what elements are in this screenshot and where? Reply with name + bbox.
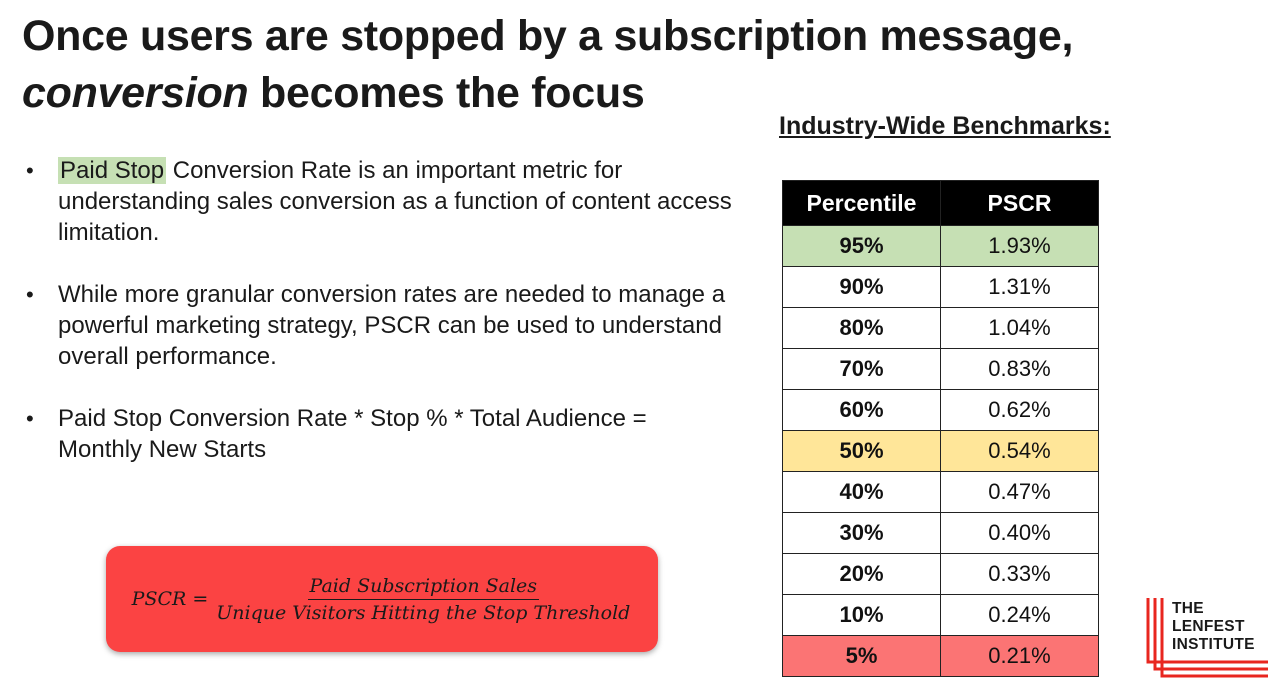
- pscr-cell: 0.62%: [940, 389, 1099, 431]
- logo-line-2: LENFEST: [1172, 618, 1245, 635]
- bullet-text: While more granular conversion rates are…: [58, 281, 726, 370]
- logo-line-1: THE: [1172, 600, 1204, 617]
- pscr-formula-box: PSCR = Paid Subscription Sales Unique Vi…: [106, 546, 658, 652]
- title-emphasis: conversion: [22, 69, 249, 117]
- bullet-item: Paid Stop Conversion Rate * Stop % * Tot…: [26, 403, 736, 465]
- percentile-cell: 60%: [782, 389, 941, 431]
- title-line-1: Once users are stopped by a subscription…: [22, 12, 1074, 60]
- header-pscr: PSCR: [940, 180, 1099, 226]
- pscr-cell: 1.31%: [940, 266, 1099, 308]
- percentile-cell: 80%: [782, 307, 941, 349]
- header-percentile: Percentile: [782, 180, 941, 226]
- table-row: 70% 0.83%: [782, 348, 1099, 390]
- bullet-item: While more granular conversion rates are…: [26, 279, 736, 372]
- bullet-item: Paid Stop Conversion Rate is an importan…: [26, 155, 736, 248]
- pscr-cell: 0.33%: [940, 553, 1099, 595]
- formula-denominator: Unique Visitors Hitting the Stop Thresho…: [216, 601, 631, 624]
- percentile-cell: 20%: [782, 553, 941, 595]
- table-header-row: Percentile PSCR: [782, 180, 1099, 226]
- table-row: 40% 0.47%: [782, 471, 1099, 513]
- title-line-2: conversion becomes the focus: [22, 65, 1262, 122]
- percentile-cell: 90%: [782, 266, 941, 308]
- bullet-text: Conversion Rate is an important metric f…: [58, 157, 732, 246]
- logo-stripes-icon: [1146, 598, 1268, 678]
- table-row: 10% 0.24%: [782, 594, 1099, 636]
- pscr-cell: 0.83%: [940, 348, 1099, 390]
- formula-lhs: PSCR =: [131, 588, 209, 610]
- pscr-cell: 0.54%: [940, 430, 1099, 472]
- pscr-cell: 1.04%: [940, 307, 1099, 349]
- benchmarks-table: Percentile PSCR 95% 1.93% 90% 1.31% 80% …: [782, 180, 1099, 677]
- table-row: 30% 0.40%: [782, 512, 1099, 554]
- pscr-cell: 1.93%: [940, 225, 1099, 267]
- benchmarks-title: Industry-Wide Benchmarks:: [779, 112, 1111, 140]
- pscr-cell: 0.40%: [940, 512, 1099, 554]
- percentile-cell: 10%: [782, 594, 941, 636]
- table-row: 95% 1.93%: [782, 225, 1099, 267]
- table-row: 60% 0.62%: [782, 389, 1099, 431]
- formula-numerator: Paid Subscription Sales: [307, 575, 540, 600]
- pscr-cell: 0.47%: [940, 471, 1099, 513]
- lenfest-logo: THE LENFEST INSTITUTE: [1146, 592, 1270, 680]
- logo-text: THE LENFEST INSTITUTE: [1172, 600, 1255, 654]
- title-line-2-rest: becomes the focus: [248, 69, 645, 117]
- table-row: 5% 0.21%: [782, 635, 1099, 677]
- percentile-cell: 5%: [782, 635, 941, 677]
- highlighted-term: Paid Stop: [58, 157, 167, 184]
- percentile-cell: 50%: [782, 430, 941, 472]
- pscr-cell: 0.24%: [940, 594, 1099, 636]
- percentile-cell: 40%: [782, 471, 941, 513]
- bullet-text: Paid Stop Conversion Rate * Stop % * Tot…: [58, 405, 647, 463]
- formula-fraction: Paid Subscription Sales Unique Visitors …: [214, 575, 632, 624]
- percentile-cell: 70%: [782, 348, 941, 390]
- percentile-cell: 95%: [782, 225, 941, 267]
- bullet-list: Paid Stop Conversion Rate is an importan…: [26, 155, 736, 496]
- table-row: 20% 0.33%: [782, 553, 1099, 595]
- slide-title: Once users are stopped by a subscription…: [22, 8, 1262, 122]
- logo-line-3: INSTITUTE: [1172, 636, 1255, 653]
- table-row: 90% 1.31%: [782, 266, 1099, 308]
- table-row: 80% 1.04%: [782, 307, 1099, 349]
- pscr-cell: 0.21%: [940, 635, 1099, 677]
- percentile-cell: 30%: [782, 512, 941, 554]
- table-row: 50% 0.54%: [782, 430, 1099, 472]
